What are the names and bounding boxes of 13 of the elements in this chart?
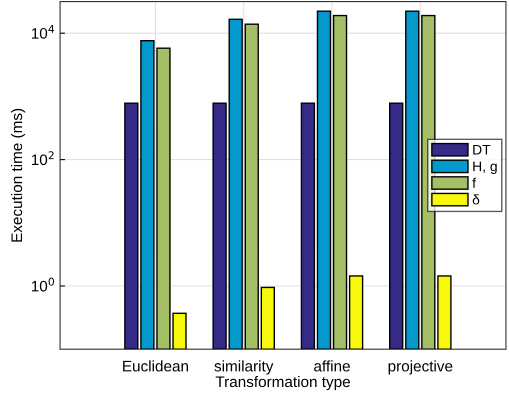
x-axis-title: Transformation type <box>216 376 350 390</box>
y-axis-title: Execution time (ms) <box>10 108 26 242</box>
legend-label: H, g <box>473 162 497 174</box>
x-tick-label: similarity <box>214 360 274 375</box>
x-tick-label: projective <box>388 360 452 375</box>
legend-label: DT <box>473 144 490 154</box>
y-tick-label: 10$^{2}$ <box>32 151 54 166</box>
legend-label: f <box>472 178 476 188</box>
y-tick-label: 10$^{4}$ <box>32 24 54 39</box>
x-tick-label: Euclidean <box>123 360 188 372</box>
x-tick-label: affine <box>314 360 350 372</box>
legend-label: δ <box>472 194 480 205</box>
y-tick-label: 10$^{0}$ <box>32 278 54 292</box>
